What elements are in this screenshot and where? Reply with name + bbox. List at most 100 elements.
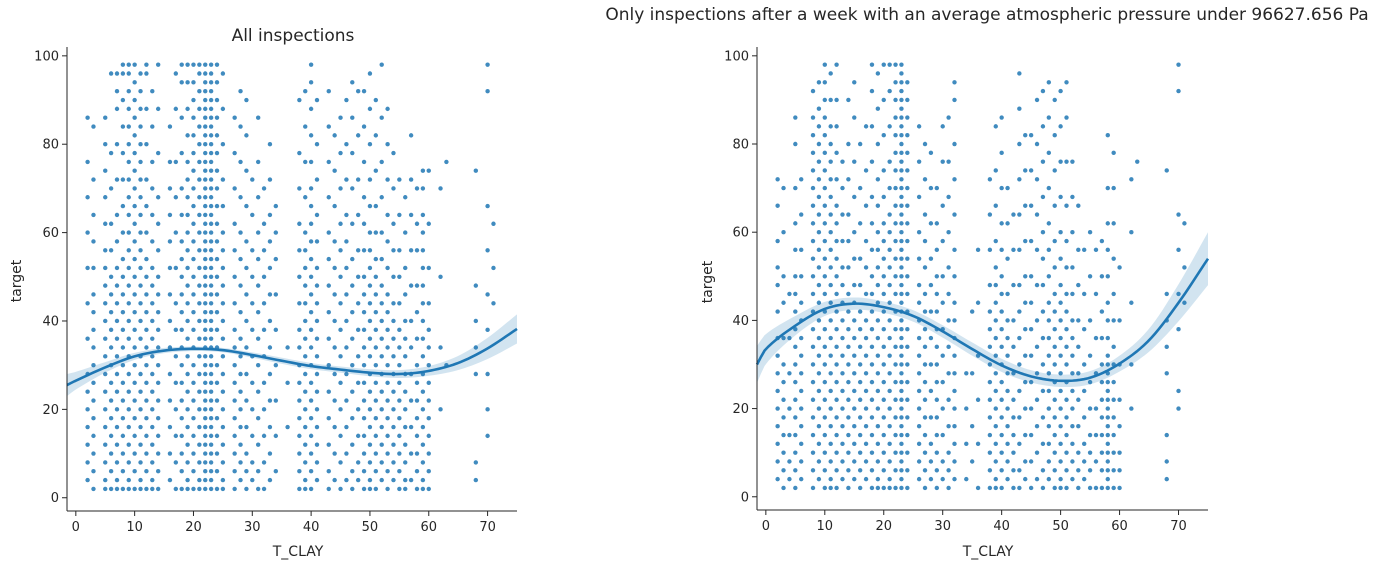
data-point bbox=[1070, 476, 1075, 482]
data-point bbox=[940, 406, 945, 411]
data-point bbox=[373, 309, 379, 315]
data-point bbox=[203, 159, 208, 165]
data-point bbox=[208, 318, 214, 324]
data-point bbox=[403, 442, 408, 447]
data-point bbox=[85, 477, 90, 483]
data-point bbox=[1105, 300, 1110, 305]
data-point bbox=[852, 441, 857, 447]
data-point bbox=[1023, 203, 1028, 208]
y-tick-label: 0 bbox=[51, 491, 59, 506]
data-point bbox=[367, 486, 373, 492]
y-tick-label: 80 bbox=[732, 138, 749, 153]
data-point bbox=[1005, 406, 1010, 411]
data-point bbox=[822, 203, 827, 208]
data-point bbox=[220, 371, 226, 377]
data-point bbox=[887, 282, 892, 288]
data-point bbox=[473, 345, 479, 350]
data-point bbox=[132, 168, 137, 173]
data-point bbox=[155, 274, 161, 279]
data-point bbox=[379, 318, 384, 324]
data-point bbox=[108, 451, 114, 456]
data-point bbox=[120, 62, 126, 67]
data-point bbox=[1105, 221, 1110, 226]
data-point bbox=[350, 115, 355, 120]
data-point bbox=[203, 416, 208, 421]
data-point bbox=[197, 336, 202, 341]
data-point bbox=[869, 62, 875, 67]
data-point bbox=[120, 469, 126, 474]
data-point bbox=[214, 327, 220, 333]
data-point bbox=[203, 469, 208, 474]
data-point bbox=[905, 327, 910, 332]
data-point bbox=[373, 380, 379, 386]
data-point bbox=[1005, 185, 1010, 191]
data-point bbox=[103, 168, 108, 173]
data-point bbox=[1058, 459, 1063, 464]
data-point bbox=[208, 212, 214, 218]
data-point bbox=[934, 397, 940, 402]
data-point bbox=[840, 388, 845, 394]
data-point bbox=[869, 362, 875, 367]
data-point bbox=[846, 415, 851, 420]
data-point bbox=[793, 344, 798, 350]
data-point bbox=[420, 354, 426, 359]
data-point bbox=[1182, 221, 1187, 226]
data-point bbox=[887, 185, 892, 191]
data-point bbox=[185, 354, 190, 359]
data-point bbox=[934, 291, 940, 297]
data-point bbox=[361, 248, 367, 253]
data-point bbox=[775, 441, 780, 447]
data-point bbox=[899, 432, 904, 438]
data-point bbox=[203, 407, 208, 412]
data-point bbox=[326, 256, 331, 262]
data-point bbox=[203, 186, 208, 191]
data-point bbox=[881, 221, 886, 226]
data-point bbox=[208, 407, 214, 412]
data-point bbox=[816, 194, 822, 200]
data-point bbox=[203, 195, 208, 200]
data-point bbox=[255, 362, 261, 368]
data-point bbox=[397, 433, 402, 439]
data-point bbox=[185, 407, 190, 412]
data-point bbox=[828, 406, 833, 411]
data-point bbox=[1176, 88, 1181, 94]
x-tick-label: 20 bbox=[875, 519, 892, 534]
data-point bbox=[828, 441, 833, 447]
data-point bbox=[355, 133, 361, 138]
data-point bbox=[344, 239, 349, 244]
data-point bbox=[916, 300, 922, 305]
data-point bbox=[197, 371, 202, 377]
data-point bbox=[244, 133, 249, 138]
data-point bbox=[793, 397, 798, 402]
data-point bbox=[1087, 468, 1093, 473]
data-point bbox=[373, 230, 379, 235]
data-point bbox=[250, 407, 255, 412]
data-point bbox=[946, 485, 951, 491]
data-point bbox=[946, 230, 951, 235]
data-point bbox=[191, 186, 196, 191]
data-point bbox=[899, 88, 904, 94]
data-point bbox=[816, 424, 822, 429]
data-point bbox=[191, 380, 196, 386]
data-point bbox=[197, 301, 202, 306]
data-point bbox=[822, 168, 827, 173]
data-point bbox=[250, 433, 255, 439]
data-point bbox=[1011, 318, 1016, 323]
data-point bbox=[114, 477, 120, 483]
data-point bbox=[232, 327, 237, 333]
data-point bbox=[155, 62, 161, 67]
data-point bbox=[840, 441, 845, 447]
data-point bbox=[1058, 388, 1063, 394]
data-point bbox=[303, 389, 308, 394]
data-point bbox=[1076, 424, 1081, 429]
data-point bbox=[155, 486, 161, 492]
data-point bbox=[1082, 247, 1087, 253]
data-point bbox=[391, 318, 396, 324]
data-point bbox=[120, 433, 126, 439]
data-point bbox=[799, 406, 804, 411]
data-point bbox=[214, 416, 220, 421]
data-point bbox=[1005, 441, 1010, 447]
data-point bbox=[875, 177, 881, 182]
data-point bbox=[191, 133, 196, 138]
data-point bbox=[391, 477, 396, 483]
